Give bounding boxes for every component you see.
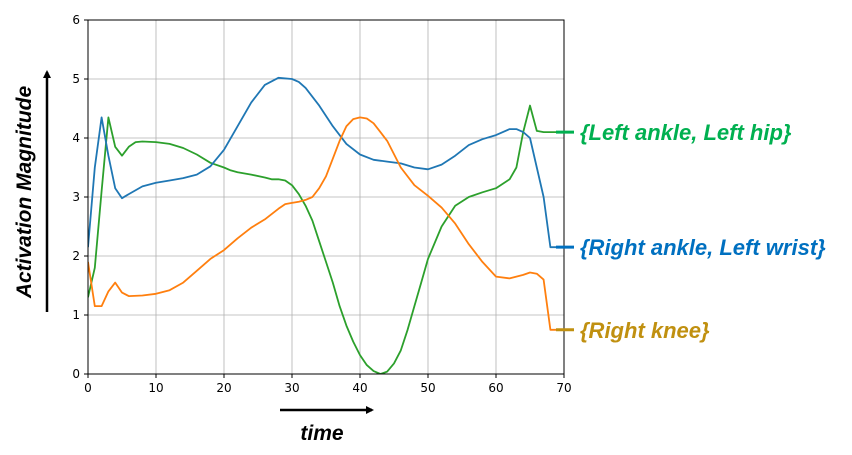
y-tick-label: 2 [72, 249, 80, 263]
tick-layer: 0 10 20 30 40 50 60 70 0 1 2 3 4 5 6 [72, 13, 571, 395]
legend-label-3: {Right knee} [580, 318, 710, 343]
x-tick-label: 70 [556, 381, 571, 395]
y-tick-label: 6 [72, 13, 80, 27]
y-tick-label: 1 [72, 308, 80, 322]
x-tick-label: 40 [352, 381, 367, 395]
x-tick-label: 30 [284, 381, 299, 395]
y-tick-label: 5 [72, 72, 80, 86]
legend-layer: {Left ankle, Left hip} {Right ankle, Left… [556, 120, 826, 343]
legend-label-1: {Left ankle, Left hip} [580, 120, 792, 145]
x-axis-label: time [300, 422, 344, 445]
x-tick-label: 0 [84, 381, 92, 395]
series-layer [88, 76, 564, 374]
series-line-2 [88, 76, 564, 249]
x-tick-label: 50 [420, 381, 435, 395]
series-line-3 [88, 116, 564, 331]
x-tick-label: 10 [148, 381, 163, 395]
y-tick-label: 0 [72, 367, 80, 381]
series-line-1 [88, 104, 564, 374]
y-axis-label: Activation Magnitude [13, 86, 36, 300]
y-tick-label: 4 [72, 131, 80, 145]
y-tick-label: 3 [72, 190, 80, 204]
x-tick-label: 60 [488, 381, 503, 395]
legend-label-2: {Right ankle, Left wrist} [580, 235, 826, 260]
x-tick-label: 20 [216, 381, 231, 395]
grid [87, 19, 565, 375]
